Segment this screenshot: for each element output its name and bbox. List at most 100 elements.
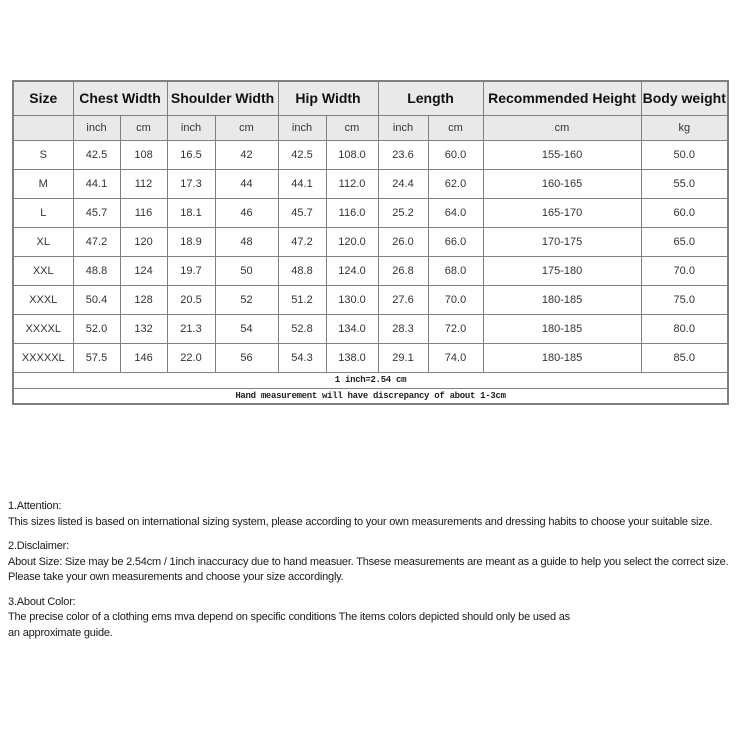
size-cell: XXXXXL [12,342,74,373]
value-cell: 52 [214,284,279,315]
value-cell: 18.9 [166,226,216,257]
note-about-color: 3.About Color: The precise color of a cl… [8,595,750,642]
value-cell: 45.7 [277,197,327,228]
value-cell: 26.0 [377,226,429,257]
about-color-heading: 3.About Color: [8,595,76,608]
unit-cell: cm [119,114,168,141]
value-cell: 50 [214,255,279,286]
value-cell: 47.2 [72,226,121,257]
table-row: XXL 48.8 124 19.7 50 48.8 124.0 26.8 68.0 175-180… [12,255,729,286]
value-cell: 146 [119,342,168,373]
table-row: M 44.1 112 17.3 44 44.1 112.0 24.4 62.0 160-165 55… [12,168,729,199]
value-cell: 16.5 [166,139,216,170]
value-cell: 112 [119,168,168,199]
value-cell: 65.0 [640,226,729,257]
attention-line: This sizes listed is based on internatio… [8,515,713,528]
size-cell: M [12,168,74,199]
value-cell: 60.0 [640,197,729,228]
value-cell: 124.0 [325,255,379,286]
value-cell: 134.0 [325,313,379,344]
value-cell: 70.0 [640,255,729,286]
value-cell: 68.0 [427,255,484,286]
inch-conversion-note: 1 inch=2.54 cm [12,371,729,389]
value-cell: 75.0 [640,284,729,315]
value-cell: 48 [214,226,279,257]
table-note-row: Hand measurement will have discrepancy o… [12,387,729,405]
table-header-row: Size Chest Width Shoulder Width Hip Widt… [12,80,729,116]
value-cell: 17.3 [166,168,216,199]
value-cell: 54 [214,313,279,344]
value-cell: 112.0 [325,168,379,199]
value-cell: 42.5 [72,139,121,170]
value-cell: 60.0 [427,139,484,170]
size-cell: XXXXL [12,313,74,344]
header-shoulder-width: Shoulder Width [166,80,279,116]
value-cell: 24.4 [377,168,429,199]
value-cell: 18.1 [166,197,216,228]
value-cell: 46 [214,197,279,228]
value-cell: 85.0 [640,342,729,373]
table-row: XXXL 50.4 128 20.5 52 51.2 130.0 27.6 70.0 180-18… [12,284,729,315]
value-cell: 180-185 [482,342,642,373]
disclaimer-line: About Size: Size may be 2.54cm / 1inch i… [8,555,729,568]
size-chart-table: Size Chest Width Shoulder Width Hip Widt… [12,80,730,405]
table-row: XL 47.2 120 18.9 48 47.2 120.0 26.0 66.0 170-175 6… [12,226,729,257]
size-cell: S [12,139,74,170]
unit-cell: inch [277,114,327,141]
table-units-row: inch cm inch cm inch cm inch cm cm kg [12,114,729,141]
attention-heading: 1.Attention: [8,500,62,512]
value-cell: 180-185 [482,284,642,315]
value-cell: 170-175 [482,226,642,257]
note-disclaimer: 2.Disclaimer: About Size: Size may be 2.… [8,539,750,586]
unit-cell: cm [214,114,279,141]
table-row: L 45.7 116 18.1 46 45.7 116.0 25.2 64.0 165-170 60… [12,197,729,228]
value-cell: 51.2 [277,284,327,315]
value-cell: 56 [214,342,279,373]
value-cell: 42.5 [277,139,327,170]
unit-cell [12,114,74,141]
value-cell: 128 [119,284,168,315]
header-chest-width: Chest Width [72,80,168,116]
value-cell: 80.0 [640,313,729,344]
header-size: Size [12,80,74,116]
header-recommended-height: Recommended Height [482,80,642,116]
value-cell: 19.7 [166,255,216,286]
value-cell: 62.0 [427,168,484,199]
value-cell: 23.6 [377,139,429,170]
hand-measurement-note: Hand measurement will have discrepancy o… [12,387,729,405]
value-cell: 74.0 [427,342,484,373]
value-cell: 48.8 [277,255,327,286]
value-cell: 22.0 [166,342,216,373]
value-cell: 52.8 [277,313,327,344]
size-cell: XL [12,226,74,257]
value-cell: 175-180 [482,255,642,286]
value-cell: 165-170 [482,197,642,228]
size-cell: XXXL [12,284,74,315]
value-cell: 116 [119,197,168,228]
value-cell: 29.1 [377,342,429,373]
value-cell: 64.0 [427,197,484,228]
value-cell: 25.2 [377,197,429,228]
value-cell: 20.5 [166,284,216,315]
size-cell: L [12,197,74,228]
disclaimer-line: Please take your own measurements and ch… [8,571,344,583]
value-cell: 120 [119,226,168,257]
value-cell: 55.0 [640,168,729,199]
value-cell: 44.1 [72,168,121,199]
value-cell: 70.0 [427,284,484,315]
size-cell: XXL [12,255,74,286]
value-cell: 138.0 [325,342,379,373]
value-cell: 28.3 [377,313,429,344]
value-cell: 155-160 [482,139,642,170]
header-length: Length [377,80,484,116]
value-cell: 50.0 [640,139,729,170]
header-body-weight: Body weight [640,80,729,116]
about-color-line: an approximate guide. [8,626,113,639]
unit-cell: cm [482,114,642,141]
value-cell: 116.0 [325,197,379,228]
value-cell: 45.7 [72,197,121,228]
notes-section: 1.Attention: This sizes listed is based … [8,499,750,641]
unit-cell: inch [72,114,121,141]
value-cell: 160-165 [482,168,642,199]
value-cell: 50.4 [72,284,121,315]
